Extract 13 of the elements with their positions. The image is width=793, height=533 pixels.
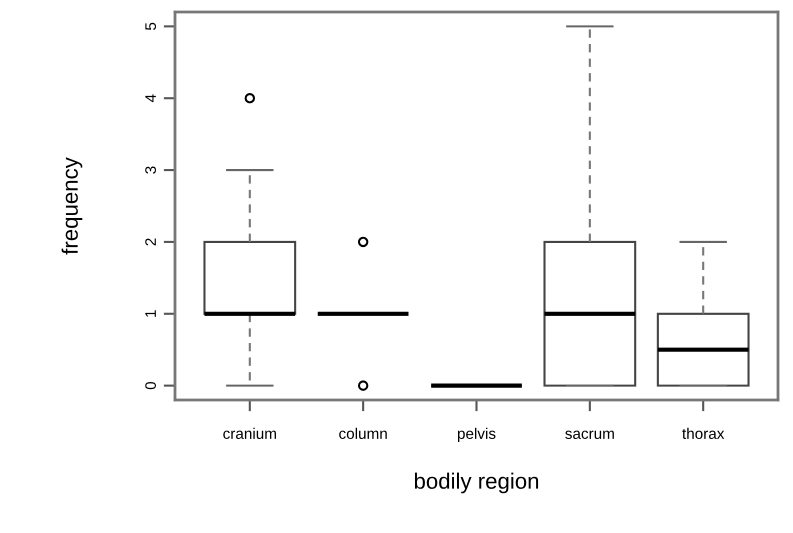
y-axis-title: frequency	[62, 157, 82, 254]
y-tick-label: 1	[145, 310, 156, 317]
x-tick-label: column	[339, 428, 387, 439]
y-tick-label: 5	[145, 22, 156, 30]
x-tick-label: cranium	[223, 428, 276, 439]
x-axis-title: bodily region	[414, 472, 538, 494]
y-tick-label: 3	[145, 166, 156, 174]
y-tick-label: 4	[145, 94, 156, 102]
y-tick-label: 0	[145, 382, 156, 390]
y-tick-label: 2	[145, 238, 156, 246]
x-tick-label: thorax	[682, 428, 724, 439]
x-tick-label: pelvis	[458, 428, 496, 442]
x-tick-label: sacrum	[565, 430, 614, 439]
